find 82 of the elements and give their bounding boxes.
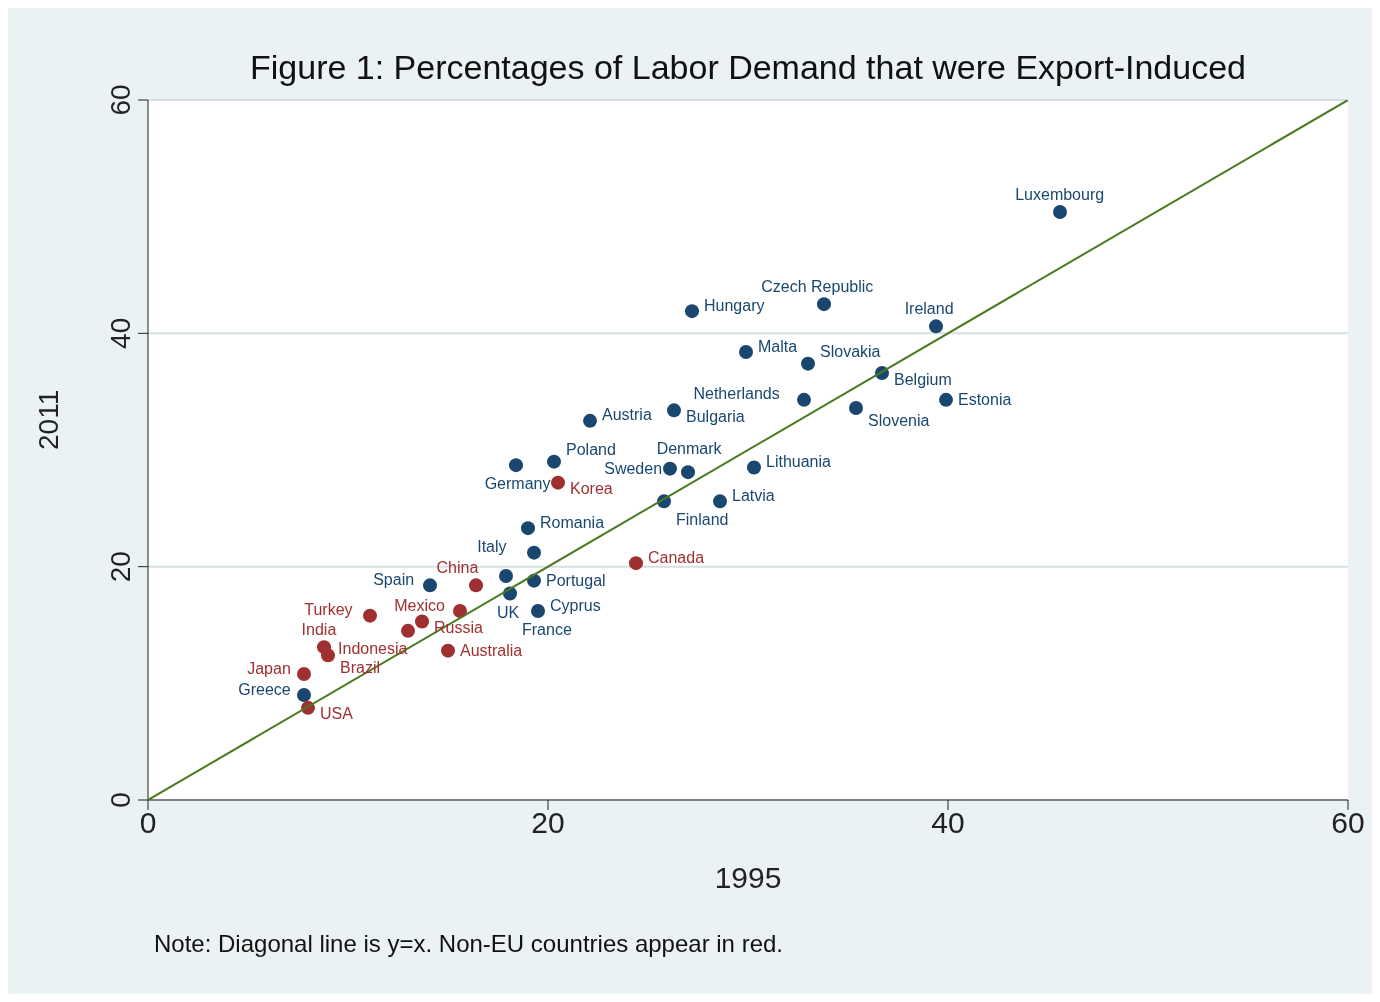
point [423, 578, 437, 593]
point [629, 556, 643, 571]
data-label: Mexico [394, 596, 446, 614]
data-label: Latvia [732, 486, 775, 504]
data-label: Spain [373, 570, 415, 588]
data-label: Denmark [656, 439, 723, 457]
point [849, 401, 863, 415]
point [1053, 205, 1067, 219]
point [527, 545, 541, 560]
data-label: USA [320, 705, 354, 723]
data-label: Japan [247, 659, 291, 677]
point [667, 403, 681, 418]
point [297, 688, 311, 702]
data-label: Slovenia [868, 411, 930, 429]
data-label: Hungary [704, 296, 765, 314]
point [547, 454, 561, 469]
data-label: Germany [484, 474, 551, 492]
point [685, 304, 699, 319]
data-label: Canada [648, 548, 705, 566]
data-label: Romania [540, 513, 605, 531]
point [441, 643, 455, 658]
point [415, 614, 429, 629]
data-label: Czech Republic [761, 277, 874, 295]
y-tick-label: 20 [105, 551, 136, 583]
y-tick-label: 40 [105, 317, 136, 349]
point [521, 521, 535, 536]
data-label: Poland [566, 441, 616, 459]
point [509, 458, 523, 473]
data-label: Sweden [604, 460, 663, 478]
point [499, 569, 513, 583]
point [551, 475, 565, 490]
data-label: Korea [570, 480, 613, 498]
data-label: Bulgaria [686, 407, 745, 425]
x-tick-label: 60 [1331, 806, 1365, 840]
data-label: India [301, 620, 337, 638]
x-axis-title: 1995 [714, 861, 782, 894]
data-label: Finland [676, 510, 729, 528]
point [747, 460, 761, 475]
point [401, 623, 415, 638]
y-tick-label: 0 [105, 792, 136, 808]
x-tick-label: 20 [531, 806, 565, 840]
data-label: Malta [758, 337, 798, 355]
data-label: Indonesia [338, 640, 408, 658]
data-label: Luxembourg [1015, 185, 1105, 203]
data-label: Slovakia [820, 343, 881, 361]
point [801, 356, 815, 371]
y-axis-title: 2011 [32, 389, 64, 450]
point [531, 604, 545, 618]
chart-title: Figure 1: Percentages of Labor Demand that were Export-Induced [249, 48, 1247, 87]
data-label: UK [497, 603, 520, 621]
y-tick-label: 60 [105, 84, 136, 116]
data-label: China [436, 558, 479, 576]
data-label: Turkey [304, 601, 353, 619]
data-label: Australia [460, 642, 523, 660]
data-label: Ireland [904, 299, 954, 317]
point [583, 413, 597, 428]
point [681, 465, 695, 480]
data-label: Austria [602, 406, 652, 424]
point [469, 578, 483, 593]
data-label: Estonia [958, 391, 1012, 409]
point [297, 667, 311, 681]
point [929, 319, 943, 334]
data-label: Lithuania [766, 453, 832, 470]
data-label: Italy [477, 538, 507, 556]
point [713, 494, 727, 509]
point [663, 461, 677, 476]
point [363, 608, 377, 623]
data-label: Cyprus [550, 596, 601, 614]
point [939, 392, 953, 407]
data-label: Netherlands [693, 385, 780, 403]
point [739, 345, 753, 359]
data-label: Belgium [894, 370, 952, 388]
data-label: France [522, 621, 572, 638]
text: Note: Diagonal line is y=x. Non-EU countries appear in red. [154, 930, 783, 958]
data-label: Greece [238, 680, 291, 698]
point [321, 648, 335, 663]
x-tick-label: 40 [931, 806, 965, 840]
x-tick-label: 0 [139, 806, 157, 840]
point [797, 392, 811, 407]
point [817, 297, 831, 312]
point [453, 604, 467, 618]
data-label: Portugal [546, 572, 606, 590]
